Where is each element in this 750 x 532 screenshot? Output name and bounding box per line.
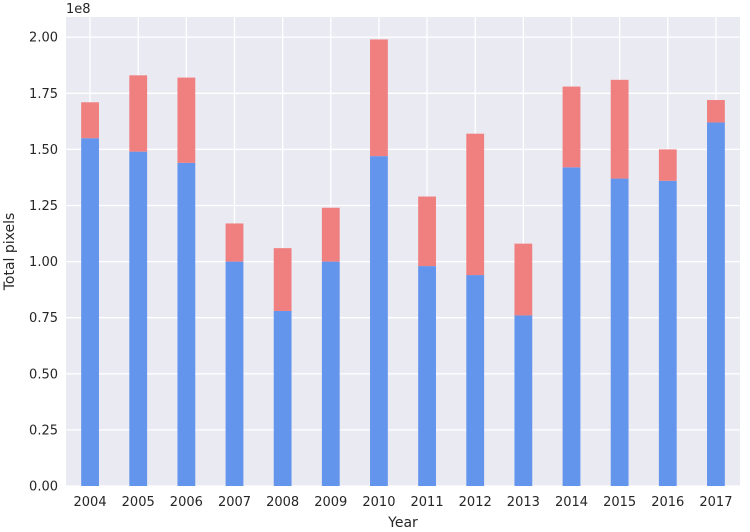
x-tick-label: 2007	[218, 495, 251, 510]
bar-2016-series-2	[658, 149, 677, 181]
y-tick-label: 1.00	[29, 255, 58, 270]
bar-2011-series-1	[418, 266, 436, 486]
x-tick-label: 2013	[507, 495, 540, 510]
y-axis-label: Total pixels	[2, 213, 18, 292]
y-offset-label: 1e8	[66, 2, 91, 17]
bar-2005-series-1	[129, 151, 148, 486]
x-tick-label: 2017	[699, 495, 732, 510]
bar-2012-series-1	[466, 275, 485, 486]
bar-2007-series-1	[225, 261, 244, 486]
plot-background	[66, 17, 740, 486]
y-tick-label: 0.50	[29, 367, 58, 382]
bar-2013-series-2	[514, 243, 533, 316]
x-tick-label: 2016	[651, 495, 684, 510]
y-tick-label: 0.25	[29, 423, 58, 438]
y-tick-labels: 0.00 0.25 0.50 0.75 1.00 1.25 1.50 1.75 2.00	[29, 31, 58, 495]
x-tick-label: 2014	[555, 495, 588, 510]
x-tick-label: 2012	[459, 495, 492, 510]
bar-2004-series-2	[81, 102, 99, 139]
bar-2013-series-1	[514, 315, 533, 486]
bar-2017-series-2	[707, 100, 725, 123]
y-tick-label: 2.00	[29, 31, 58, 46]
x-tick-label: 2010	[362, 495, 395, 510]
bar-2015-series-2	[610, 79, 629, 179]
bar-2014-series-2	[562, 86, 581, 168]
x-tick-label: 2006	[170, 495, 203, 510]
bar-2012-series-2	[466, 133, 485, 276]
bar-2005-series-2	[129, 75, 148, 152]
x-tick-label: 2008	[266, 495, 299, 510]
x-tick-labels: 2004 2005 2006 2007 2008 2009 2010 2011 2012 2013…	[74, 495, 733, 510]
y-tick-label: 1.25	[29, 199, 58, 214]
y-tick-label: 0.75	[29, 311, 58, 326]
bars	[81, 39, 725, 486]
bar-2010-series-2	[370, 39, 388, 157]
bar-2017-series-1	[707, 122, 725, 486]
bar-2006-series-2	[177, 77, 196, 163]
bar-2008-series-1	[273, 310, 292, 486]
x-tick-label: 2011	[411, 495, 444, 510]
x-tick-label: 2005	[122, 495, 155, 510]
bar-2011-series-2	[418, 196, 436, 267]
bar-2009-series-1	[321, 261, 340, 486]
bar-2006-series-1	[177, 162, 196, 486]
bar-2016-series-1	[658, 180, 677, 486]
x-tick-label: 2004	[74, 495, 107, 510]
bar-2014-series-1	[562, 167, 581, 486]
y-tick-label: 0.00	[29, 480, 58, 495]
x-tick-label: 2015	[603, 495, 636, 510]
x-tick-label: 2009	[314, 495, 347, 510]
bar-2010-series-1	[370, 156, 388, 486]
bar-2004-series-1	[81, 138, 99, 486]
bar-2007-series-2	[225, 223, 244, 262]
bar-2008-series-2	[273, 248, 292, 311]
y-tick-label: 1.50	[29, 143, 58, 158]
bar-2009-series-2	[321, 207, 340, 262]
bar-2015-series-1	[610, 178, 629, 486]
x-axis-label: Year	[387, 515, 418, 531]
y-tick-label: 1.75	[29, 87, 58, 102]
